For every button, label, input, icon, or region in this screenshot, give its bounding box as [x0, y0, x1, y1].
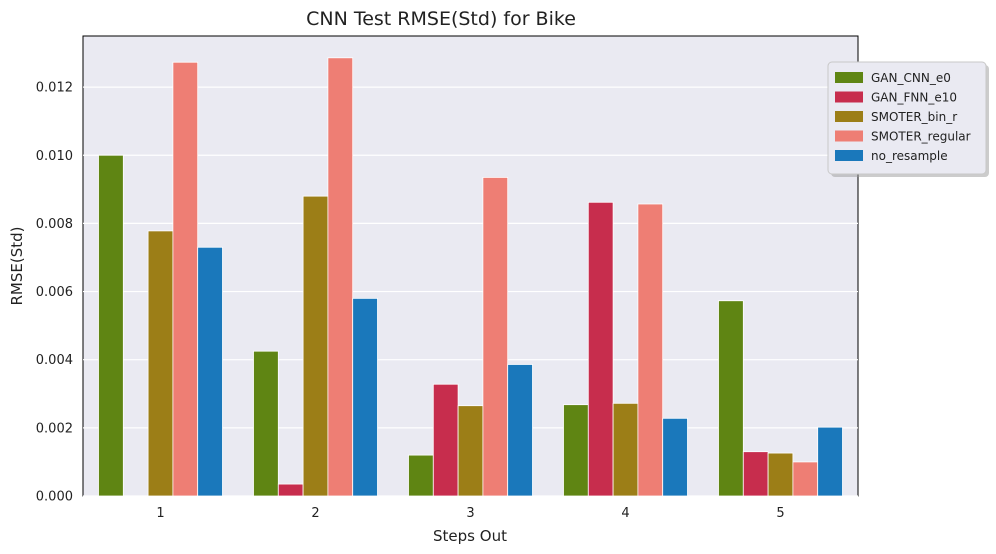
y-tick-label: 0.008 — [36, 217, 73, 232]
legend-label: GAN_CNN_e0 — [871, 71, 951, 85]
legend-swatch — [835, 72, 863, 83]
legend-label: GAN_FNN_e10 — [871, 91, 957, 105]
bar-GAN_CNN_e0-step-4 — [563, 404, 589, 497]
legend: GAN_CNN_e0 GAN_FNN_e10 SMOTER_bin_r SMOTER_… — [827, 61, 989, 177]
bar-GAN_FNN_e10-step-3 — [432, 383, 459, 497]
bar-GAN_CNN_e0-step-5 — [718, 300, 744, 497]
bar-GAN_FNN_e10-step-2 — [277, 483, 304, 497]
y-tick-label: 0.012 — [36, 81, 73, 96]
x-axis-ticks: 1 2 3 4 5 — [156, 506, 784, 521]
x-tick-label: 2 — [311, 506, 319, 521]
y-tick-label: 0.010 — [36, 149, 73, 164]
y-axis-label: RMSE(Std) — [8, 227, 26, 306]
bar-GAN_CNN_e0-step-1 — [98, 154, 124, 497]
bar-SMOTER_bin_r-step-4 — [612, 402, 639, 497]
x-tick-label: 5 — [776, 506, 784, 521]
y-tick-label: 0.006 — [36, 285, 73, 300]
legend-swatch — [835, 130, 863, 142]
legend-swatch — [835, 111, 863, 122]
bar-SMOTER_regular-step-3 — [482, 177, 509, 497]
bar-SMOTER_regular-step-1 — [172, 61, 199, 497]
bar-SMOTER_bin_r-step-2 — [302, 195, 329, 497]
chart-title: CNN Test RMSE(Std) for Bike — [306, 8, 576, 30]
x-tick-label: 3 — [466, 506, 474, 521]
x-axis-label: Steps Out — [433, 527, 507, 545]
bar-SMOTER_regular-step-5 — [792, 461, 819, 497]
y-tick-label: 0.000 — [36, 490, 73, 505]
bar-SMOTER_bin_r-step-1 — [147, 230, 174, 497]
bar-GAN_CNN_e0-step-3 — [408, 454, 434, 497]
bar-no_resample-step-4 — [662, 417, 688, 497]
legend-label: SMOTER_regular — [871, 130, 971, 144]
bar-no_resample-step-3 — [507, 364, 533, 497]
bar-no_resample-step-1 — [197, 246, 223, 497]
legend-swatch — [835, 150, 863, 161]
legend-box — [827, 61, 987, 175]
bars — [98, 57, 843, 497]
y-tick-label: 0.002 — [36, 421, 73, 436]
bar-GAN_CNN_e0-step-2 — [253, 350, 279, 497]
x-tick-label: 1 — [156, 506, 164, 521]
bar-SMOTER_bin_r-step-5 — [767, 452, 794, 497]
bar-GAN_FNN_e10-step-4 — [587, 201, 614, 497]
bar-GAN_FNN_e10-step-5 — [742, 451, 769, 497]
bar-SMOTER_bin_r-step-3 — [457, 405, 484, 497]
x-tick-label: 4 — [621, 506, 629, 521]
bar-SMOTER_regular-step-2 — [327, 57, 354, 497]
bar-SMOTER_regular-step-4 — [637, 203, 664, 497]
bar-no_resample-step-2 — [352, 297, 378, 497]
bar-no_resample-step-5 — [817, 426, 843, 497]
y-axis-ticks: 0.000 0.002 0.004 0.006 0.008 0.010 0.012 — [36, 81, 73, 505]
y-tick-label: 0.004 — [36, 353, 73, 368]
legend-label: SMOTER_bin_r — [871, 110, 957, 124]
legend-label: no_resample — [871, 149, 948, 163]
legend-swatch — [835, 91, 863, 103]
